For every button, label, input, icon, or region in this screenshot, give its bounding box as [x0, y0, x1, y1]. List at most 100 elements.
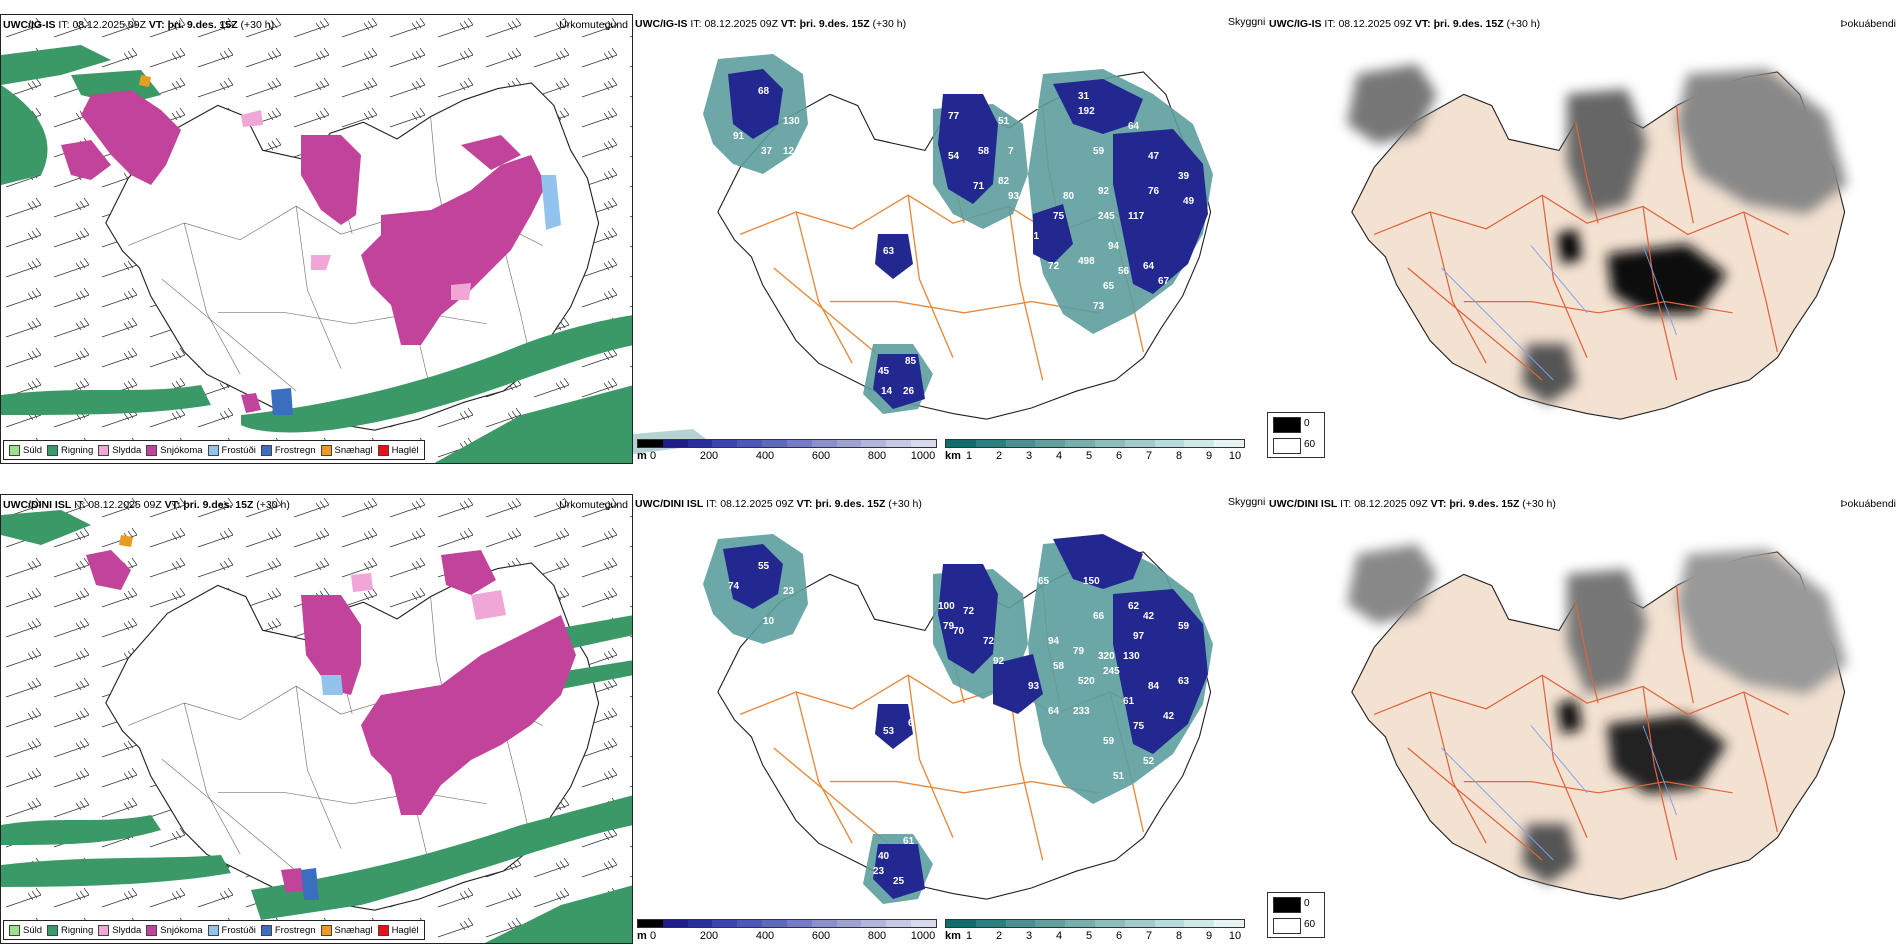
ceiling-tick: 600: [811, 930, 831, 942]
precip-legend: Súld Rigning Slydda Snjókoma Frostúði Fr…: [3, 440, 425, 460]
visibility-tick: 10: [1228, 450, 1242, 462]
height-label: 55: [758, 561, 770, 572]
height-label: 65: [1103, 281, 1115, 292]
visibility-unit: km: [945, 450, 961, 462]
fog-shading: [1347, 64, 1847, 404]
panel-header: UWC/IG-IS IT: 08.12.2025 09Z VT: þri. 9.…: [3, 19, 275, 31]
height-label: 66: [1093, 611, 1105, 622]
height-label: 94: [1048, 636, 1060, 647]
snow-areas: [86, 550, 576, 893]
height-label: 81: [1028, 231, 1040, 242]
ceiling-visibility-panel-row2: UWC/DINI ISL IT: 08.12.2025 09Z VT: þri.…: [633, 494, 1267, 944]
visibility-tick: 3: [1025, 450, 1033, 462]
legend-item: Frostregn: [260, 444, 316, 456]
height-label: 59: [1093, 146, 1105, 157]
height-label: 67: [1158, 276, 1170, 287]
height-label: 59: [1103, 736, 1115, 747]
height-label: 117: [1128, 211, 1145, 222]
height-label: 82: [998, 176, 1010, 187]
visibility-tick: 5: [1085, 450, 1093, 462]
height-label: 64: [1128, 121, 1140, 132]
height-label: 59: [1178, 621, 1190, 632]
fog-index-map: [1347, 64, 1847, 420]
height-label: 32: [1028, 101, 1040, 112]
height-label: 54: [948, 151, 960, 162]
precip-legend: Súld Rigning Slydda Snjókoma Frostúði Fr…: [3, 920, 425, 940]
height-label: 72: [963, 606, 975, 617]
fog-legend-light-label: 60: [1304, 919, 1316, 930]
panel-header: UWC/DINI ISL IT: 08.12.2025 09Z VT: þri.…: [1269, 498, 1556, 510]
height-label: 101: [1018, 711, 1035, 722]
height-label: 51: [1113, 771, 1125, 782]
visibility-tick: 2: [995, 450, 1003, 462]
panel-title: Þokuábendi: [1840, 498, 1896, 510]
height-label: 85: [905, 356, 917, 367]
ceiling-unit: m: [637, 930, 647, 942]
visibility-tick: 1: [965, 930, 973, 942]
height-label: 192: [1078, 106, 1095, 117]
height-label: 63: [883, 246, 895, 257]
panel-header: UWC/DINI ISL IT: 08.12.2025 09Z VT: þri.…: [635, 498, 922, 510]
visibility-tick: 1: [965, 450, 973, 462]
height-label: 31: [1078, 91, 1090, 102]
visibility-tick: 9: [1205, 930, 1213, 942]
ceiling-scale: m 0 200 400 600 800 1000: [637, 439, 937, 462]
height-label: 233: [1073, 706, 1090, 717]
precip-type-panel-row1: UWC/IG-IS IT: 08.12.2025 09Z VT: þri. 9.…: [0, 14, 633, 464]
height-label: 37: [761, 146, 773, 157]
visibility-tick: 6: [1115, 450, 1123, 462]
legend-item: Frostúði: [207, 444, 256, 456]
height-label: 23: [783, 586, 795, 597]
ceiling-tick: 0: [649, 450, 657, 462]
height-label: 52: [1143, 756, 1155, 767]
visibility-tick: 9: [1205, 450, 1213, 462]
height-label: 75: [1133, 721, 1145, 732]
ceiling-tick: 1000: [910, 450, 936, 462]
precip-type-map: [1, 495, 632, 943]
ceiling-tick: 400: [755, 450, 775, 462]
height-label: 245: [1098, 211, 1115, 222]
height-label: 45: [878, 366, 890, 377]
height-label: 58: [978, 146, 990, 157]
ceiling-visibility-map: 91 68 130 37 12 393 77 71 54 58 82 93 51…: [633, 54, 1213, 454]
height-label: 42: [1163, 711, 1175, 722]
ceiling-tick: 600: [811, 450, 831, 462]
ceiling-tick: 800: [867, 930, 887, 942]
legend-item: Frostúði: [207, 924, 256, 936]
visibility-tick: 6: [1115, 930, 1123, 942]
visibility-tick: 3: [1025, 930, 1033, 942]
fog-legend-light-label: 60: [1304, 439, 1316, 450]
height-label: 62: [1128, 601, 1140, 612]
visibility-tick: 7: [1145, 930, 1153, 942]
height-label: 150: [1083, 576, 1100, 587]
fog-legend-dark-label: 0: [1304, 418, 1310, 429]
height-label: 130: [783, 116, 800, 127]
height-label: 39: [1178, 171, 1190, 182]
fog-legend: 0 60: [1267, 412, 1325, 458]
panel-title: Úrkomutegund: [559, 19, 628, 31]
fog-legend-light: [1273, 438, 1301, 454]
visibility-tick: 5: [1085, 930, 1093, 942]
height-label: 75: [1053, 211, 1065, 222]
panel-header: UWC/IG-IS IT: 08.12.2025 09Z VT: þri. 9.…: [1269, 18, 1541, 30]
visibility-tick: 2: [995, 930, 1003, 942]
legend-item: Snæhagl: [320, 444, 373, 456]
height-label: 58: [1053, 661, 1065, 672]
height-label: 100: [938, 601, 955, 612]
ceiling-tick: 1000: [910, 930, 936, 942]
height-label: 97: [1133, 631, 1145, 642]
ceiling-unit: m: [637, 450, 647, 462]
fog-index-panel-row1: UWC/IG-IS IT: 08.12.2025 09Z VT: þri. 9.…: [1267, 14, 1900, 464]
legend-item: Snjókoma: [146, 924, 203, 936]
sleet-areas: [241, 110, 471, 300]
visibility-tick: 10: [1228, 930, 1242, 942]
ceiling-tick: 400: [755, 930, 775, 942]
height-label: 51: [998, 116, 1010, 127]
ceiling-areas: [723, 534, 1208, 899]
height-label: 63: [1178, 676, 1190, 687]
ceiling-scale: m 0 200 400 600 800 1000: [637, 919, 937, 942]
height-label: 77: [948, 111, 960, 122]
height-label: 14: [881, 386, 893, 397]
visibility-tick: 8: [1175, 930, 1183, 942]
fog-legend-dark-label: 0: [1304, 898, 1310, 909]
